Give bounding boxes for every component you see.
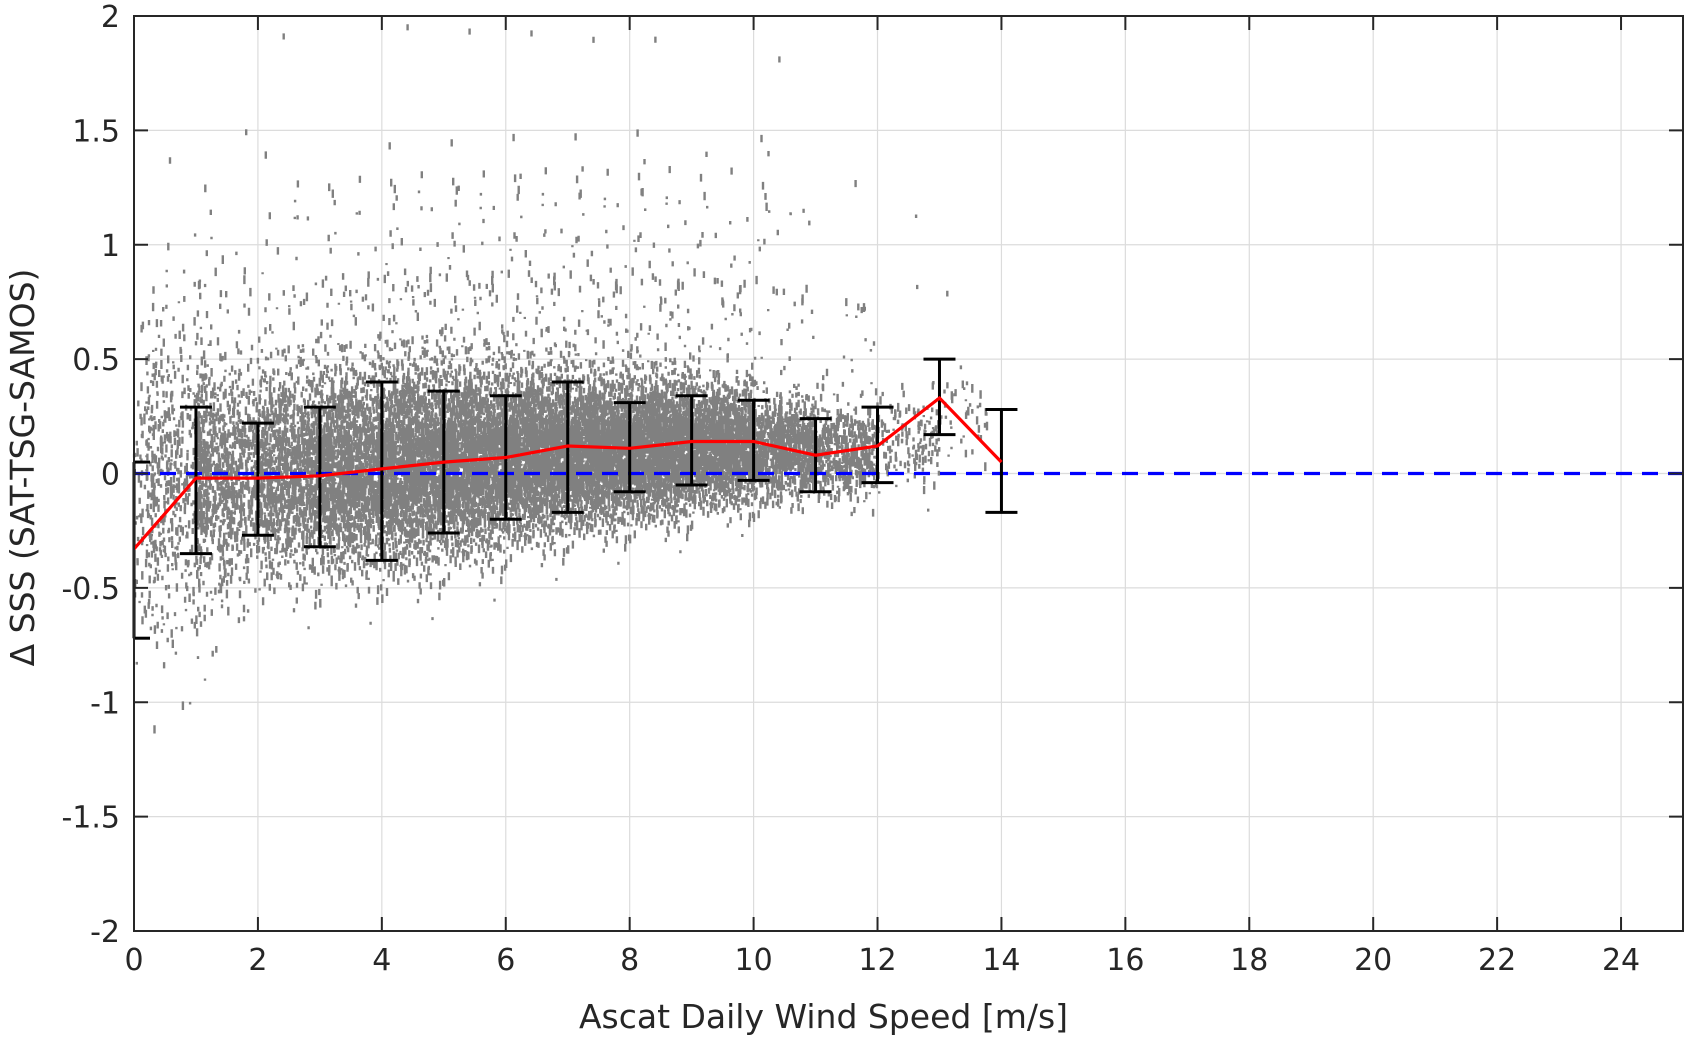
x-tick-label: 12 — [858, 943, 896, 978]
x-tick-label: 18 — [1230, 943, 1268, 978]
y-tick-label: 1 — [101, 229, 120, 264]
scatter-layer — [132, 24, 989, 734]
x-tick-label: 24 — [1602, 943, 1640, 978]
y-tick-label: 1.5 — [72, 114, 120, 149]
error-bar — [365, 380, 398, 562]
mean-line — [132, 395, 1003, 551]
x-tick-label: 0 — [124, 943, 143, 978]
x-tick-label: 16 — [1106, 943, 1144, 978]
x-axis-label: Ascat Daily Wind Speed [m/s] — [579, 997, 1068, 1036]
y-tick-label: -2 — [90, 915, 120, 950]
y-tick-label: 0.5 — [72, 343, 120, 378]
x-tick-label: 8 — [620, 943, 639, 978]
mean-line-layer — [132, 395, 1003, 551]
x-tick-label: 10 — [735, 943, 773, 978]
x-tick-label: 4 — [372, 943, 391, 978]
x-tick-labels: 0 2 4 6 8 10 12 14 16 18 20 22 24 — [124, 943, 1640, 978]
y-tick-label: -1.5 — [61, 801, 120, 836]
x-tick-label: 20 — [1354, 943, 1392, 978]
x-tick-label: 14 — [982, 943, 1020, 978]
y-tick-label: -0.5 — [61, 572, 120, 607]
x-tick-label: 22 — [1478, 943, 1516, 978]
scatter-points — [132, 24, 989, 734]
x-tick-label: 6 — [496, 943, 515, 978]
y-tick-label: 2 — [101, 0, 120, 35]
y-tick-labels: -2 -1.5 -1 -0.5 0 0.5 1 1.5 2 — [61, 0, 120, 950]
y-tick-label: -1 — [90, 686, 120, 721]
tick-layer — [133, 15, 1683, 932]
y-tick-label: 0 — [101, 458, 120, 493]
y-axis-label: Δ SSS (SAT-TSG-SAMOS) — [3, 269, 42, 667]
x-tick-label: 2 — [248, 943, 267, 978]
